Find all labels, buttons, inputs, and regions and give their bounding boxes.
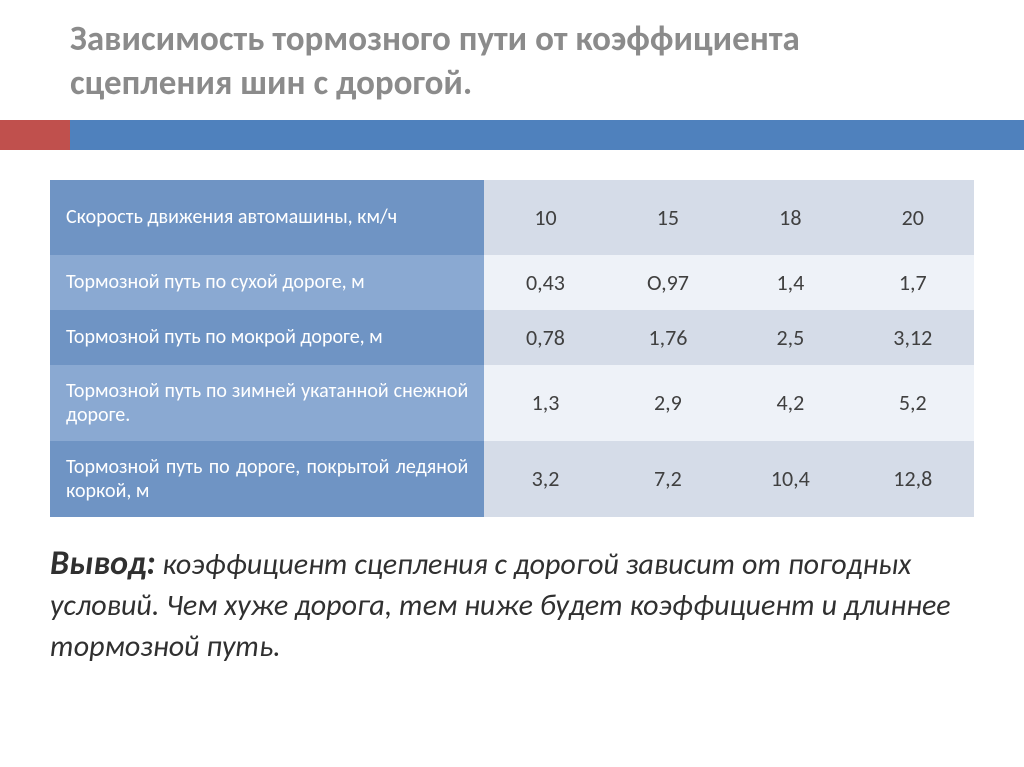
title-block: Зависимость тормозного пути от коэффицие… [0,0,1024,120]
cell-value: 1,76 [607,310,729,365]
accent-right [70,120,1024,150]
accent-bar [0,120,1024,150]
table-row: Тормозной путь по зимней укатанной снежн… [50,365,974,441]
cell-value: 12,8 [852,441,974,517]
cell-value: 1,7 [852,255,974,310]
slide: Зависимость тормозного пути от коэффицие… [0,0,1024,767]
cell-value: 20 [852,180,974,255]
cell-value: 1,4 [729,255,851,310]
cell-value: 15 [607,180,729,255]
cell-value: 3,2 [484,441,606,517]
cell-value: 4,2 [729,365,851,441]
table-row: Тормозной путь по сухой дороге, м 0,43 О… [50,255,974,310]
cell-value: 2,5 [729,310,851,365]
row-label: Тормозной путь по зимней укатанной снежн… [50,365,484,441]
row-label: Скорость движения автомашины, км/ч [50,180,484,255]
cell-value: 2,9 [607,365,729,441]
row-label: Тормозной путь по дороге, покрытой ледян… [50,441,484,517]
conclusion-label: Вывод: [50,543,156,584]
table-row: Скорость движения автомашины, км/ч 10 15… [50,180,974,255]
accent-left [0,120,70,150]
data-table: Скорость движения автомашины, км/ч 10 15… [50,180,974,517]
row-label: Тормозной путь по сухой дороге, м [50,255,484,310]
cell-value: 7,2 [607,441,729,517]
content-area: Скорость движения автомашины, км/ч 10 15… [0,150,1024,517]
cell-value: 3,12 [852,310,974,365]
slide-title: Зависимость тормозного пути от коэффицие… [70,18,954,106]
cell-value: О,97 [607,255,729,310]
conclusion-block: Вывод: коэффициент сцепления с дорогой з… [0,517,1024,668]
table-row: Тормозной путь по дороге, покрытой ледян… [50,441,974,517]
conclusion-text: коэффициент сцепления с дорогой зависит … [50,546,951,665]
cell-value: 0,43 [484,255,606,310]
cell-value: 10 [484,180,606,255]
cell-value: 1,3 [484,365,606,441]
cell-value: 5,2 [852,365,974,441]
cell-value: 18 [729,180,851,255]
cell-value: 10,4 [729,441,851,517]
row-label: Тормозной путь по мокрой дороге, м [50,310,484,365]
table-row: Тормозной путь по мокрой дороге, м 0,78 … [50,310,974,365]
cell-value: 0,78 [484,310,606,365]
